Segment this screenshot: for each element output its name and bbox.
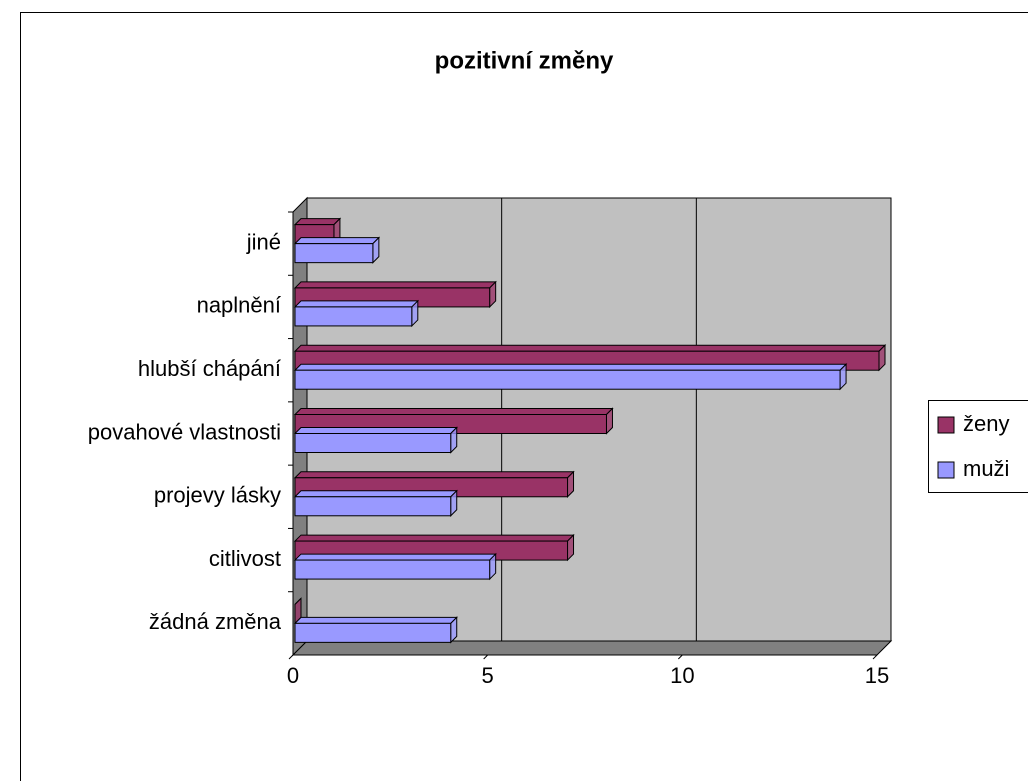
bar-top xyxy=(293,534,575,542)
bar-top xyxy=(293,281,497,289)
bar-top xyxy=(293,363,848,371)
y-tick-label: povahové vlastnosti xyxy=(88,419,281,444)
y-tick-label: citlivost xyxy=(209,546,281,571)
bar-top xyxy=(293,300,420,308)
legend-label: ženy xyxy=(963,411,1009,436)
y-tick-label: projevy lásky xyxy=(154,483,281,508)
x-tick xyxy=(872,654,878,660)
bar-front xyxy=(294,496,452,517)
x-tick xyxy=(288,654,294,660)
bar xyxy=(293,299,420,328)
bar xyxy=(293,489,458,517)
bar-top xyxy=(293,408,614,415)
bar xyxy=(293,552,497,581)
x-tick-label: 10 xyxy=(670,663,694,688)
bar-front xyxy=(294,306,413,327)
bar xyxy=(293,616,458,644)
floor xyxy=(291,640,893,656)
x-tick-label: 0 xyxy=(287,663,299,688)
y-tick-label: jiné xyxy=(246,229,281,254)
bar-top xyxy=(293,237,381,245)
bar-front xyxy=(294,559,491,580)
bar xyxy=(293,236,381,264)
bar-top xyxy=(293,344,887,352)
y-tick-label: hlubší chápání xyxy=(138,356,281,381)
chart-title: pozitivní změny xyxy=(435,47,614,74)
bar-front xyxy=(294,369,841,390)
legend-swatch xyxy=(937,416,955,434)
y-tick-label: žádná změna xyxy=(149,609,282,634)
legend-swatch xyxy=(937,461,955,479)
bar-top xyxy=(293,218,342,226)
x-tick xyxy=(677,654,683,660)
bar-top xyxy=(293,616,458,624)
x-tick xyxy=(483,654,489,660)
bar xyxy=(293,363,848,391)
bar-front xyxy=(294,433,452,453)
bar-top xyxy=(293,471,575,479)
bar-top xyxy=(293,427,458,434)
x-tick-label: 15 xyxy=(865,663,889,688)
bar-front xyxy=(294,622,452,643)
bar-front xyxy=(294,243,374,264)
legend-label: muži xyxy=(963,456,1009,481)
x-tick-label: 5 xyxy=(482,663,494,688)
bar-top xyxy=(293,490,458,498)
bar xyxy=(293,426,458,454)
y-tick-label: naplnění xyxy=(197,293,281,318)
bar-top xyxy=(293,553,497,561)
